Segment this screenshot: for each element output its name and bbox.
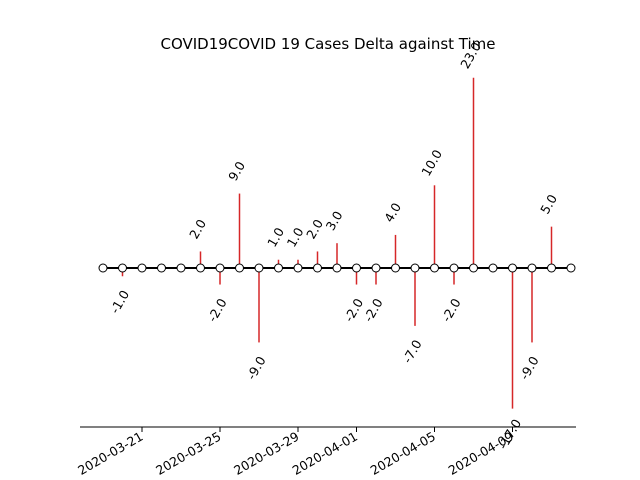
value-label-18: -2.0 bbox=[439, 296, 464, 325]
value-label-5: 2.0 bbox=[186, 217, 209, 242]
value-label-14: -2.0 bbox=[361, 296, 386, 325]
marker-3 bbox=[157, 263, 166, 273]
value-label-17: 10.0 bbox=[418, 147, 445, 179]
value-label-8: -9.0 bbox=[244, 354, 269, 383]
value-labels-group: -1.02.0-2.09.0-9.01.01.02.03.0-2.0-2.04.… bbox=[107, 39, 560, 451]
x-tick-label-4: 2020-04-05 bbox=[368, 429, 438, 478]
marker-6 bbox=[215, 263, 225, 273]
marker-12 bbox=[332, 263, 342, 273]
marker-4 bbox=[176, 263, 186, 273]
marker-13 bbox=[352, 263, 361, 273]
marker-7 bbox=[235, 263, 244, 273]
marker-16 bbox=[410, 263, 420, 273]
marker-2 bbox=[137, 263, 147, 273]
value-label-7: 9.0 bbox=[225, 159, 248, 184]
marker-14 bbox=[371, 263, 381, 273]
marker-0 bbox=[98, 263, 108, 273]
x-tick-label-5: 2020-04-09 bbox=[446, 429, 516, 478]
stems-group bbox=[121, 77, 553, 409]
x-tick-label-2: 2020-03-29 bbox=[231, 429, 301, 478]
value-label-12: 3.0 bbox=[323, 208, 346, 233]
value-label-23: 5.0 bbox=[537, 192, 560, 217]
marker-9 bbox=[274, 263, 283, 273]
x-ticks-group: 2020-03-21 2020-03-25 2020-03-292020-04-01… bbox=[75, 427, 516, 478]
value-label-6: -2.0 bbox=[205, 296, 230, 325]
marker-20 bbox=[488, 263, 498, 273]
value-label-11: 2.0 bbox=[303, 217, 326, 242]
chart-title: COVID19COVID 19 Cases Delta against Time bbox=[160, 35, 495, 53]
marker-24 bbox=[566, 263, 576, 273]
marker-11 bbox=[313, 263, 322, 273]
value-label-10: 1.0 bbox=[284, 225, 307, 250]
value-label-15: 4.0 bbox=[381, 200, 404, 225]
marker-23 bbox=[547, 263, 556, 273]
marker-1 bbox=[118, 263, 127, 273]
value-label-13: -2.0 bbox=[341, 296, 366, 325]
marker-19 bbox=[469, 263, 478, 273]
marker-15 bbox=[391, 263, 400, 273]
x-tick-label-0: 2020-03-21 bbox=[75, 429, 145, 478]
marker-21 bbox=[508, 263, 517, 273]
x-tick-label-3: 2020-04-01 bbox=[290, 429, 360, 478]
markers-group bbox=[98, 263, 576, 273]
marker-18 bbox=[449, 263, 459, 273]
marker-8 bbox=[254, 263, 264, 273]
x-tick-label-1: 2020-03-25 bbox=[153, 429, 223, 478]
value-label-1: -1.0 bbox=[107, 287, 132, 316]
marker-10 bbox=[293, 263, 303, 273]
marker-5 bbox=[196, 263, 205, 273]
value-label-9: 1.0 bbox=[264, 225, 287, 250]
marker-17 bbox=[430, 263, 439, 273]
marker-22 bbox=[527, 263, 537, 273]
value-label-22: -9.0 bbox=[517, 354, 542, 383]
value-label-16: -7.0 bbox=[400, 337, 425, 366]
